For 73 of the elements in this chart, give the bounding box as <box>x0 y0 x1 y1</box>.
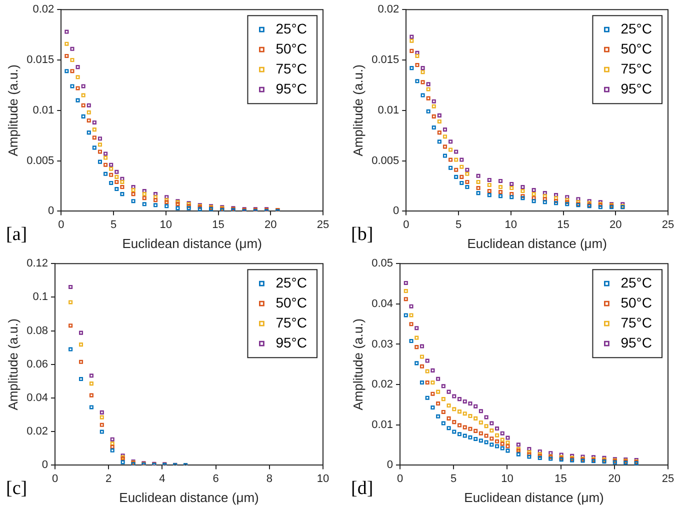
x-axis-title: Euclidean distance (μm) <box>467 236 607 251</box>
y-axis-title: Amplitude (a.u.) <box>5 64 20 156</box>
legend-label: 25°C <box>620 274 652 290</box>
legend-label: 95°C <box>276 334 307 350</box>
y-tick-label: 0.01 <box>372 418 394 431</box>
x-tick-label: 10 <box>316 472 330 485</box>
x-tick-label: 25 <box>662 218 674 231</box>
y-tick-label: 0.02 <box>372 378 394 391</box>
x-tick-label: 15 <box>212 218 224 231</box>
legend-label: 75°C <box>620 60 652 76</box>
legend-label: 50°C <box>276 40 307 56</box>
legend-label: 50°C <box>276 294 307 310</box>
y-tick-label: 0.04 <box>372 298 394 310</box>
y-tick-label: 0.01 <box>32 104 54 116</box>
x-tick-label: 8 <box>266 472 272 485</box>
y-tick-label: 0.08 <box>26 324 48 337</box>
x-tick-label: 5 <box>110 218 117 231</box>
legend-label: 50°C <box>620 294 652 310</box>
text: [a] <box>6 224 28 246</box>
y-tick-label: 0.02 <box>32 4 54 16</box>
y-tick-label: 0.005 <box>372 154 400 167</box>
text: [c] <box>6 478 28 500</box>
y-axis-title: Amplitude (a.u.) <box>5 318 20 410</box>
text: [b] <box>351 224 374 246</box>
y-tick-label: 0 <box>393 205 400 218</box>
y-tick-label: 0.05 <box>372 258 394 270</box>
y-tick-label: 0.005 <box>26 154 54 167</box>
x-axis-title: Euclidean distance (μm) <box>464 490 604 505</box>
x-tick-label: 4 <box>159 472 166 485</box>
x-tick-label: 25 <box>662 472 674 485</box>
y-tick-label: 0.015 <box>26 54 54 66</box>
x-tick-label: 10 <box>501 472 514 485</box>
legend-label: 95°C <box>620 80 652 96</box>
y-tick-label: 0.015 <box>372 54 400 66</box>
x-tick-label: 20 <box>610 218 622 231</box>
y-tick-label: 0.02 <box>378 4 400 16</box>
x-tick-label: 0 <box>403 218 410 231</box>
legend-label: 75°C <box>620 314 652 330</box>
y-tick-label: 0.02 <box>26 426 48 438</box>
y-tick-label: 0.1 <box>32 291 48 304</box>
x-tick-label: 0 <box>58 218 64 231</box>
x-tick-label: 15 <box>557 218 570 231</box>
legend-label: 75°C <box>276 60 307 76</box>
y-axis-title: Amplitude (a.u.) <box>350 64 366 156</box>
y-tick-label: 0 <box>42 459 48 472</box>
y-tick-label: 0.03 <box>372 338 394 350</box>
x-tick-label: 20 <box>264 218 277 231</box>
x-tick-label: 15 <box>554 472 567 485</box>
legend-label: 95°C <box>276 80 307 96</box>
x-tick-label: 10 <box>160 218 172 231</box>
y-tick-label: 0 <box>48 205 54 218</box>
legend-label: 95°C <box>620 334 652 350</box>
x-tick-label: 5 <box>455 218 462 231</box>
legend-label: 25°C <box>620 20 652 36</box>
legend-label: 25°C <box>276 20 307 36</box>
x-tick-label: 20 <box>608 472 621 485</box>
x-tick-label: 5 <box>450 472 457 485</box>
x-axis-title: Euclidean distance (μm) <box>119 490 259 505</box>
x-tick-label: 2 <box>106 472 112 485</box>
y-tick-label: 0.04 <box>26 392 48 404</box>
legend-label: 50°C <box>620 40 652 56</box>
y-tick-label: 0.06 <box>26 358 48 370</box>
x-tick-label: 25 <box>316 218 330 231</box>
legend-label: 25°C <box>276 274 307 290</box>
x-tick-label: 6 <box>212 472 219 485</box>
y-axis-title: Amplitude (a.u.) <box>350 318 366 410</box>
y-tick-label: 0.01 <box>378 104 400 116</box>
x-tick-label: 10 <box>504 218 517 231</box>
y-tick-label: 0.12 <box>26 258 48 270</box>
y-tick-label: 0 <box>386 459 394 472</box>
legend-label: 75°C <box>276 314 307 330</box>
x-axis-title: Euclidean distance (μm) <box>122 236 262 251</box>
text: [d] <box>351 478 374 500</box>
